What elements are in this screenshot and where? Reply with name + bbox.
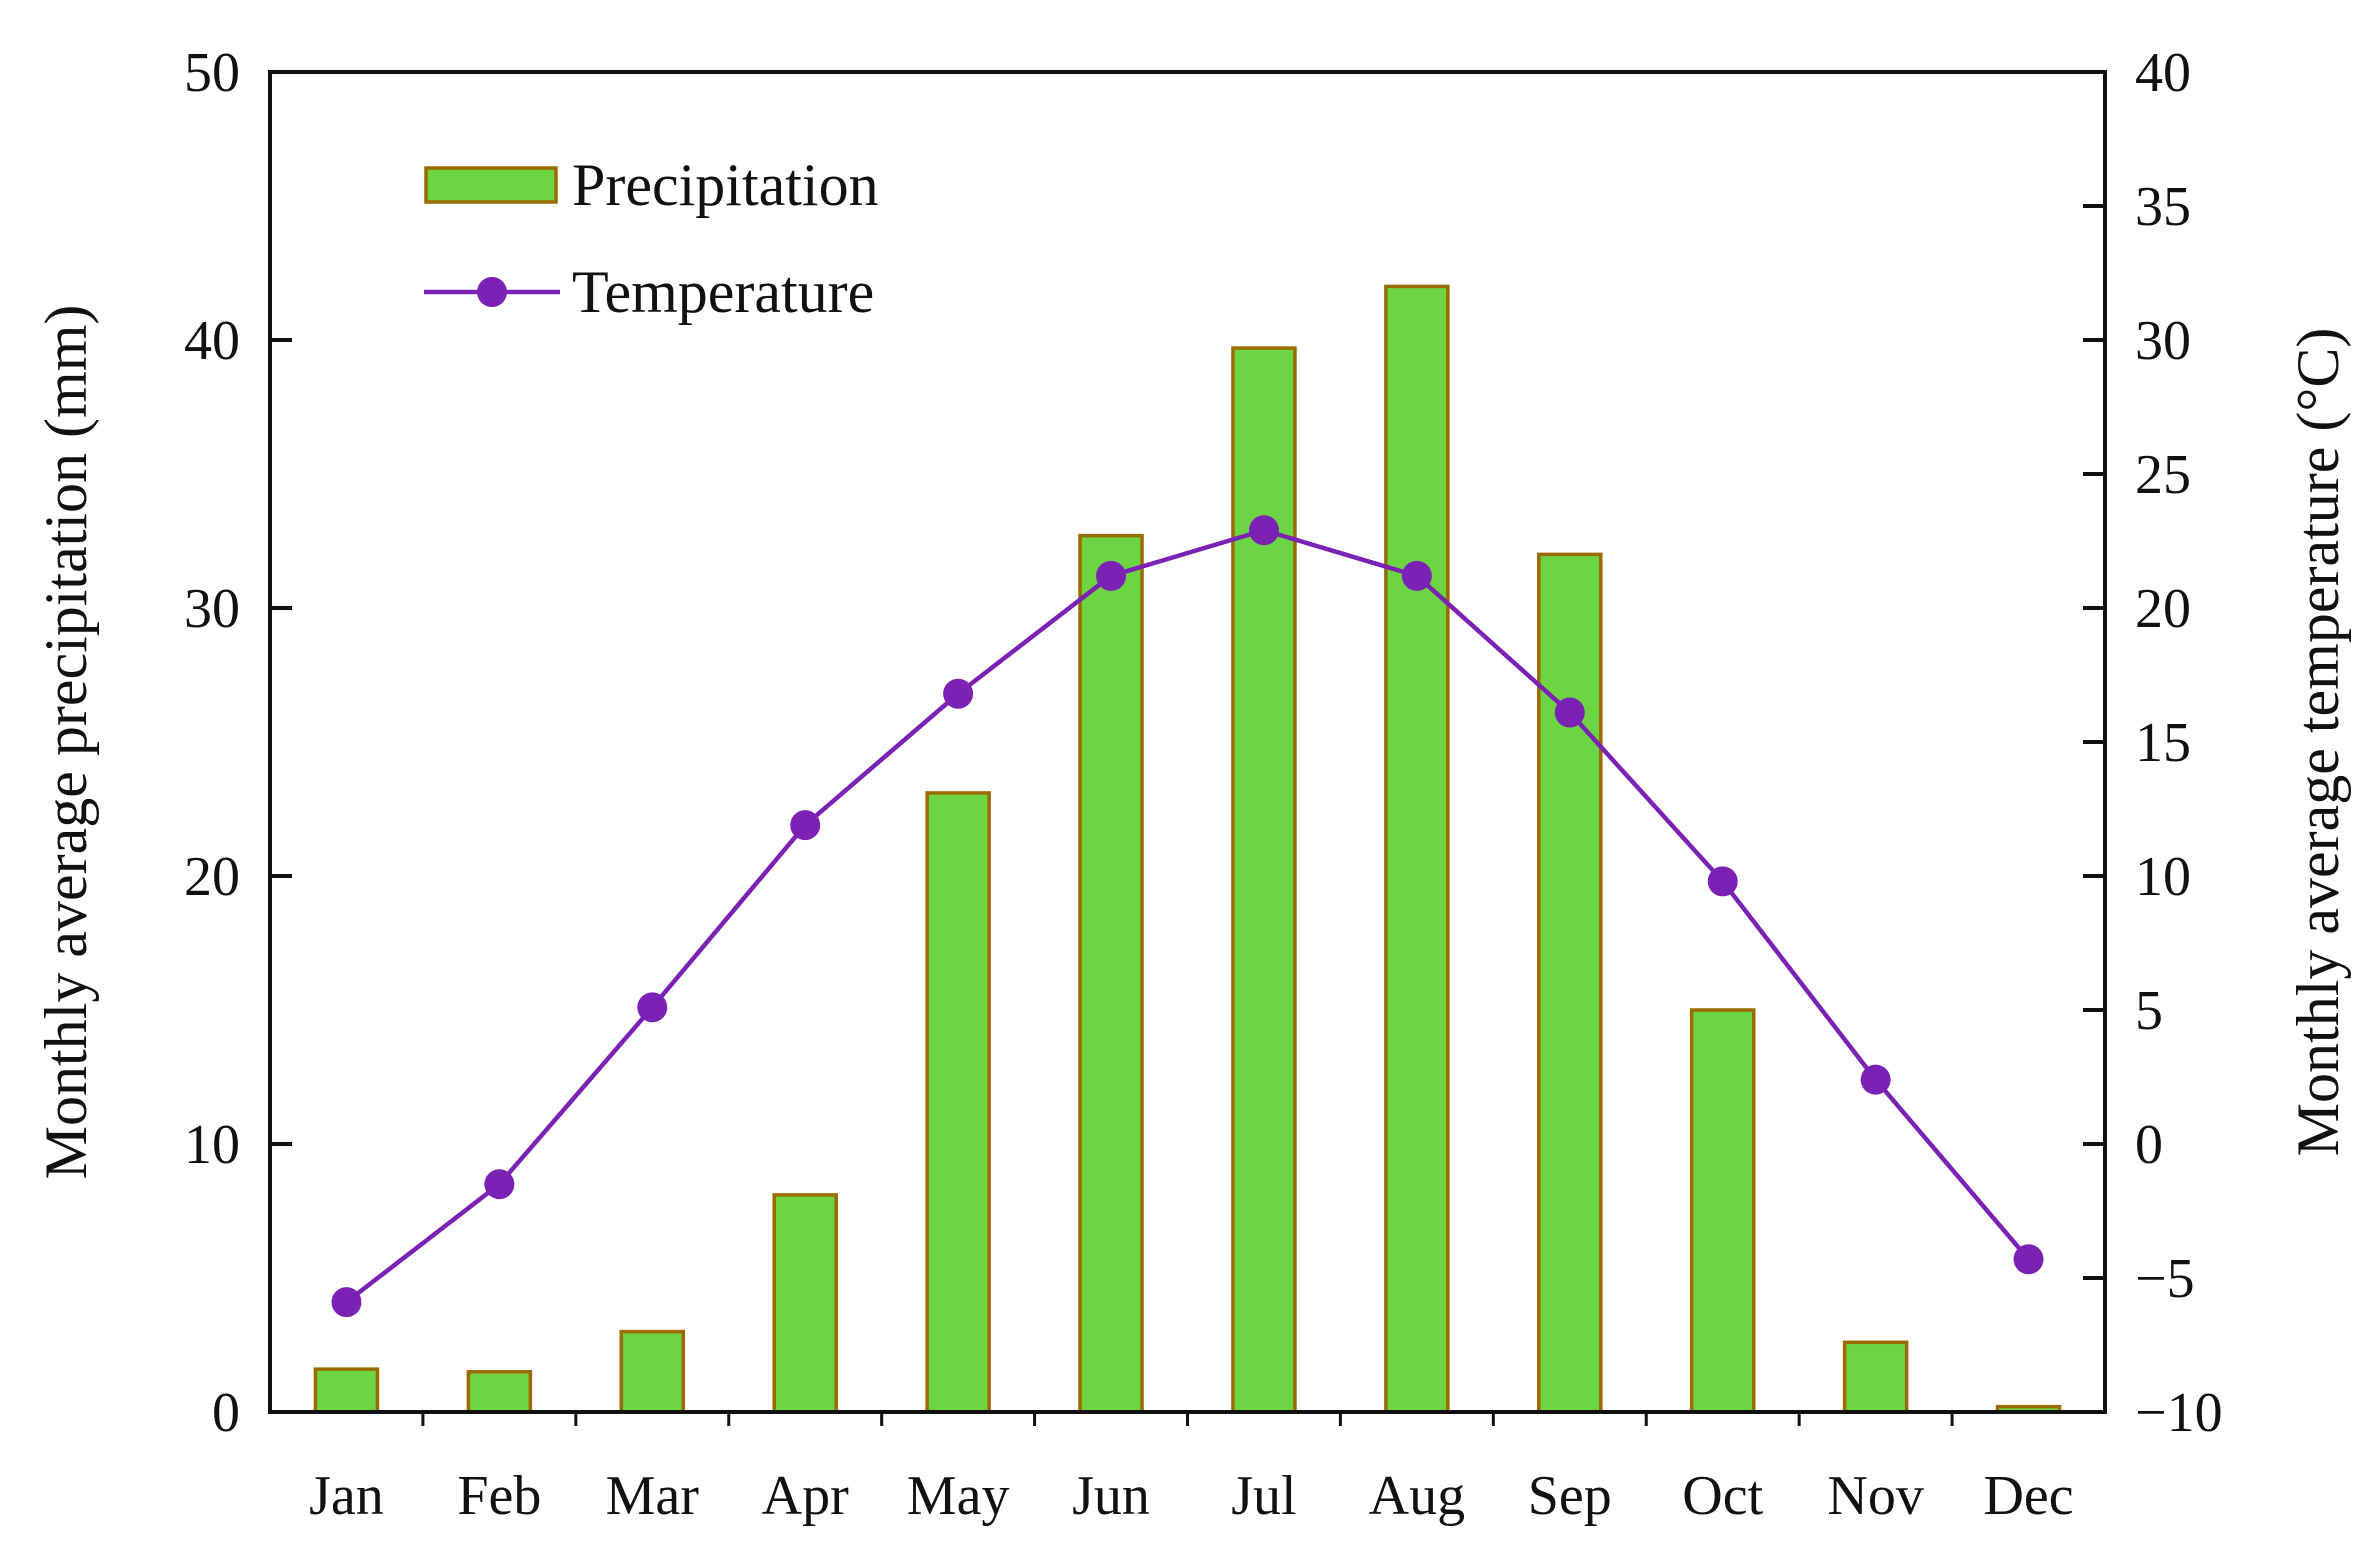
y-tick-label-right-35: 35 <box>2135 176 2191 238</box>
temperature-point-jul <box>1248 515 1279 546</box>
y-tick-label-right--5: −5 <box>2135 1248 2195 1310</box>
y-tick-label-right-20: 20 <box>2135 578 2191 640</box>
bar-oct <box>1689 1008 1756 1414</box>
y-tick-label-right-5: 5 <box>2135 980 2163 1042</box>
bar-feb <box>466 1370 533 1414</box>
y-tick-label-right--10: −10 <box>2135 1382 2223 1444</box>
temperature-point-apr <box>790 810 821 841</box>
plot-frame <box>268 70 2107 1414</box>
y-tick-label-left-40: 40 <box>184 310 240 372</box>
legend: Precipitation Temperature <box>424 152 879 325</box>
y-tick-label-right-15: 15 <box>2135 712 2191 774</box>
x-tick-label-feb: Feb <box>457 1465 541 1527</box>
bar-mar <box>619 1329 686 1414</box>
x-tick-label-mar: Mar <box>606 1465 700 1527</box>
labels-layer: Monthly average precipitation (mm) Month… <box>33 305 2351 1180</box>
bar-may <box>925 791 991 1414</box>
temperature-point-mar <box>637 992 668 1023</box>
y-tick-label-right-25: 25 <box>2135 444 2191 506</box>
bar-jun <box>1078 533 1144 1414</box>
temperature-point-nov <box>1860 1064 1891 1095</box>
y-tick-label-left-10: 10 <box>184 1114 240 1176</box>
bar-sep <box>1537 552 1603 1414</box>
line-layer <box>331 515 2044 1318</box>
legend-temperature-marker <box>477 277 507 307</box>
x-tick-label-apr: Apr <box>762 1465 849 1527</box>
legend-precipitation-label: Precipitation <box>572 152 879 218</box>
bar-jan <box>313 1367 380 1414</box>
bar-apr <box>772 1193 838 1414</box>
temperature-point-dec <box>2013 1244 2044 1275</box>
temperature-point-feb <box>484 1169 515 1200</box>
ticks-layer: 0 10 20 30 40 50 −10 −5 0 5 10 15 20 25 30 35 40 Jan Feb Ma… <box>184 42 2223 1527</box>
x-tick-label-may: May <box>907 1465 1010 1527</box>
temperature-point-oct <box>1707 866 1738 897</box>
x-tick-label-jul: Jul <box>1231 1465 1296 1527</box>
temperature-point-aug <box>1401 560 1432 591</box>
bars-layer <box>313 284 2062 1414</box>
bar-jul <box>1231 346 1297 1414</box>
temperature-line <box>345 528 2031 1304</box>
bar-nov <box>1842 1340 1909 1414</box>
y-tick-label-left-50: 50 <box>184 42 240 104</box>
temperature-point-jan <box>331 1287 362 1318</box>
x-tick-label-jan: Jan <box>309 1465 384 1527</box>
y-tick-label-right-40: 40 <box>2135 42 2191 104</box>
legend-precipitation-swatch <box>424 166 558 204</box>
y-axis-label-left: Monthly average precipitation (mm) <box>33 305 99 1180</box>
x-tick-label-aug: Aug <box>1369 1465 1465 1527</box>
y-tick-label-right-10: 10 <box>2135 846 2191 908</box>
legend-temperature-label: Temperature <box>572 259 874 325</box>
y-tick-label-right-0: 0 <box>2135 1114 2163 1176</box>
y-tick-label-left-20: 20 <box>184 846 240 908</box>
y-tick-label-left-0: 0 <box>212 1382 240 1444</box>
y-tick-label-left-30: 30 <box>184 578 240 640</box>
axes-layer <box>268 70 2107 1414</box>
x-tick-label-dec: Dec <box>1983 1465 2073 1527</box>
y-tick-label-right-30: 30 <box>2135 310 2191 372</box>
temperature-point-may <box>943 678 974 709</box>
temperature-point-jun <box>1096 560 1127 591</box>
x-tick-label-sep: Sep <box>1528 1465 1612 1527</box>
y-axis-label-right: Monthly average temperature (°C) <box>2285 328 2351 1157</box>
x-tick-label-oct: Oct <box>1682 1465 1763 1527</box>
x-tick-label-nov: Nov <box>1827 1465 1923 1527</box>
x-tick-label-jun: Jun <box>1072 1465 1150 1527</box>
bar-aug <box>1384 284 1450 1414</box>
temperature-point-sep <box>1554 697 1585 728</box>
